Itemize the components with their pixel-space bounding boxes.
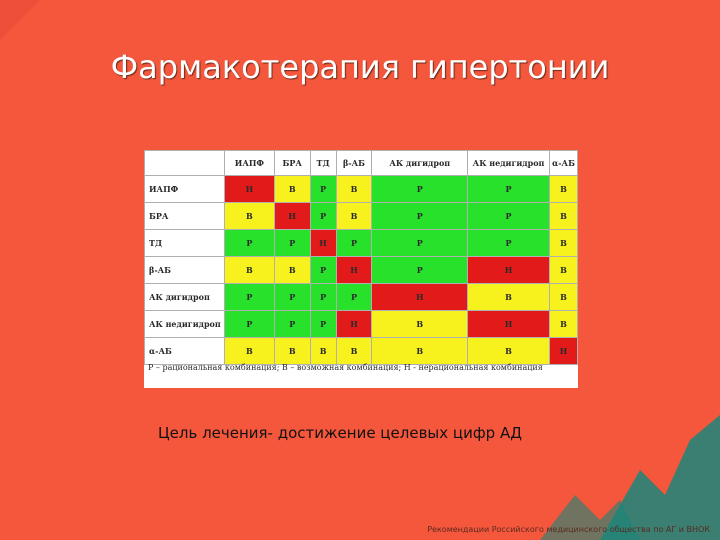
table-cell: В: [223, 337, 275, 365]
table-cell: В: [223, 202, 275, 230]
table-cell: Р: [335, 229, 373, 257]
table-cell: Р: [273, 229, 311, 257]
table-cell: Р: [371, 256, 469, 284]
table-cell: В: [549, 310, 578, 338]
table-cell: В: [371, 310, 469, 338]
table-row: β-АБ В В Р Н Р Н В: [144, 256, 578, 284]
table-row: АК недигидроп Р Р Р Н В Н В: [144, 310, 578, 338]
table-cell: Р: [371, 229, 469, 257]
table-cell: В: [223, 256, 275, 284]
table-cell: Р: [223, 229, 275, 257]
table-cell: Н: [371, 283, 469, 311]
table-cell: Н: [549, 337, 578, 365]
row-header: ИАПФ: [144, 175, 225, 203]
table-cell: Р: [309, 310, 337, 338]
table-cell: Н: [223, 175, 275, 203]
table-cell: Р: [223, 310, 275, 338]
table-cell: Р: [223, 283, 275, 311]
table-cell: Р: [467, 229, 550, 257]
row-header: АК дигидроп: [144, 283, 225, 311]
row-header: АК недигидроп: [144, 310, 225, 338]
table-cell: Н: [467, 310, 550, 338]
column-header: АК дигидроп: [371, 150, 469, 176]
table-cell: В: [273, 337, 311, 365]
table-cell: В: [335, 337, 373, 365]
row-header: ТД: [144, 229, 225, 257]
table-row: ТД Р Р Н Р Р Р В: [144, 229, 578, 257]
table-cell: В: [335, 175, 373, 203]
table-row: α-АБ В В В В В В Н: [144, 337, 578, 365]
table-cell: Р: [309, 256, 337, 284]
table-cell: Р: [467, 202, 550, 230]
column-header: β-АБ: [335, 150, 373, 176]
table-header-row: ИАПФ БРА ТД β-АБ АК дигидроп АК недигидроп α-А…: [144, 150, 578, 176]
table-cell: В: [549, 256, 578, 284]
table-cell: Р: [467, 175, 550, 203]
row-header: β-АБ: [144, 256, 225, 284]
table-cell: В: [467, 337, 550, 365]
table-row: АК дигидроп Р Р Р Р Н В В: [144, 283, 578, 311]
table-cell: В: [549, 229, 578, 257]
column-header: α-АБ: [549, 150, 578, 176]
table-cell: В: [309, 337, 337, 365]
table-cell: Н: [335, 310, 373, 338]
table-row: БРА В Н Р В Р Р В: [144, 202, 578, 230]
table-cell: Н: [335, 256, 373, 284]
slide-title: Фармакотерапия гипертонии: [110, 48, 610, 86]
table-cell: Н: [273, 202, 311, 230]
table-cell: Р: [335, 283, 373, 311]
source-citation: Рекомендации Российского медицинского об…: [427, 525, 710, 534]
table-cell: Р: [273, 283, 311, 311]
table-cell: Р: [371, 175, 469, 203]
table-cell: Р: [273, 310, 311, 338]
table-row: ИАПФ Н В Р В Р Р В: [144, 175, 578, 203]
table-cell: В: [273, 256, 311, 284]
table-cell: В: [273, 175, 311, 203]
column-header: ТД: [309, 150, 337, 176]
column-header: БРА: [273, 150, 311, 176]
table-legend: Р – рациональная комбинация; В – возможн…: [148, 363, 543, 372]
table-cell: В: [549, 175, 578, 203]
table-corner-cell: [144, 150, 225, 176]
row-header: α-АБ: [144, 337, 225, 365]
table-cell: Н: [309, 229, 337, 257]
treatment-goal-text: Цель лечения- достижение целевых цифр АД: [158, 424, 522, 442]
table-cell: В: [371, 337, 469, 365]
combination-table-panel: ИАПФ БРА ТД β-АБ АК дигидроп АК недигидроп α-А…: [144, 150, 578, 388]
table-cell: В: [335, 202, 373, 230]
row-header: БРА: [144, 202, 225, 230]
table-cell: Р: [309, 175, 337, 203]
table-cell: Р: [371, 202, 469, 230]
column-header: АК недигидроп: [467, 150, 550, 176]
table-cell: Р: [309, 283, 337, 311]
column-header: ИАПФ: [223, 150, 275, 176]
table-cell: В: [549, 283, 578, 311]
table-cell: Р: [309, 202, 337, 230]
table-cell: Н: [467, 256, 550, 284]
table-cell: В: [467, 283, 550, 311]
table-cell: В: [549, 202, 578, 230]
combination-table: ИАПФ БРА ТД β-АБ АК дигидроп АК недигидроп α-А…: [144, 150, 578, 365]
